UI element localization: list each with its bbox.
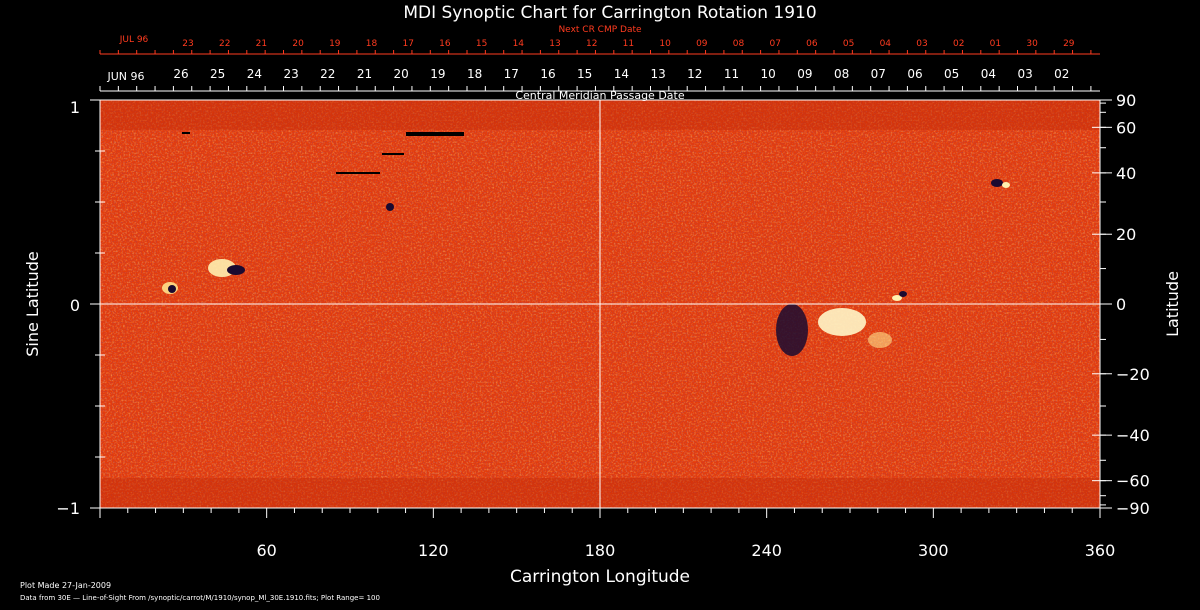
cmp-day: 22 xyxy=(320,67,335,81)
cmp-day: 02 xyxy=(1054,67,1069,81)
next-cr-day: 07 xyxy=(769,39,780,49)
cmp-day: 23 xyxy=(283,67,298,81)
cmp-day: 26 xyxy=(173,67,188,81)
cmp-day: 18 xyxy=(467,67,482,81)
next-cr-day: 12 xyxy=(586,39,597,49)
next-cr-day: 21 xyxy=(256,39,267,49)
cmp-month: JUN 96 xyxy=(106,70,144,83)
cmp-day: 05 xyxy=(944,67,959,81)
next-cr-ticks xyxy=(99,50,1092,54)
right-tick-label: 20 xyxy=(1116,225,1136,244)
next-cr-day: 03 xyxy=(916,39,927,49)
left-axis: Sine Latitude 1 0 −1 xyxy=(23,98,110,518)
next-cr-day: 08 xyxy=(733,39,745,49)
cmp-ticks xyxy=(99,86,1092,91)
active-region-2 xyxy=(776,304,892,356)
next-cr-day: 14 xyxy=(513,39,525,49)
bottom-tick-label: 60 xyxy=(256,541,276,560)
left-minor-ticks xyxy=(90,99,110,509)
cmp-day: 16 xyxy=(540,67,555,81)
right-tick-label: −40 xyxy=(1116,426,1150,445)
next-cr-day: 05 xyxy=(843,39,854,49)
next-cr-day: 06 xyxy=(806,39,818,49)
right-axis: 90 60 40 20 0 −20 −40 −60 −90 Latitude xyxy=(1092,91,1182,518)
next-cr-day: 15 xyxy=(476,39,487,49)
cmp-day: 24 xyxy=(247,67,262,81)
bottom-tick-label: 360 xyxy=(1085,541,1116,560)
cmp-day: 03 xyxy=(1017,67,1032,81)
cmp-day: 07 xyxy=(871,67,886,81)
next-cr-month: JUL 96 xyxy=(119,35,149,45)
cmp-day: 04 xyxy=(981,67,996,81)
next-cr-day: 30 xyxy=(1026,39,1038,49)
left-tick-bottom: −1 xyxy=(56,499,80,518)
bottom-ticks: 60 120 180 240 300 360 xyxy=(99,508,1116,560)
next-cr-day: 02 xyxy=(953,39,964,49)
footer-source: Data from 30E — Line-of-Sight From /syno… xyxy=(20,594,380,602)
right-tick-label: −20 xyxy=(1116,365,1150,384)
bottom-tick-label: 240 xyxy=(751,541,782,560)
footer-plot-made: Plot Made 27-Jan-2009 xyxy=(20,581,111,590)
right-tick-label: 40 xyxy=(1116,164,1136,183)
cmp-day: 21 xyxy=(357,67,372,81)
bottom-axis: 60 120 180 240 300 360 Carrington Longitude xyxy=(99,508,1116,587)
cmp-day: 17 xyxy=(504,67,519,81)
right-axis-label: Latitude xyxy=(1163,271,1182,337)
data-gap-streaks xyxy=(182,132,464,174)
bottom-tick-label: 300 xyxy=(918,541,949,560)
cmp-label: Central Meridian Passage Date xyxy=(515,89,684,102)
next-cr-day: 09 xyxy=(696,39,708,49)
cmp-day: 15 xyxy=(577,67,592,81)
bottom-tick-label: 120 xyxy=(418,541,449,560)
cmp-day: 20 xyxy=(394,67,409,81)
next-cr-scale: Next CR CMP Date JUL 96 23 22 21 20 19 18 17 16… xyxy=(99,25,1100,55)
right-tick-label: −60 xyxy=(1116,472,1150,491)
next-cr-days: 23 22 21 20 19 18 17 16 15 14 13 12 11 10 09 08 07 06 05 04… xyxy=(182,39,1075,49)
magnetogram-map xyxy=(100,100,1100,508)
right-tick-label: 0 xyxy=(1116,295,1126,314)
bottom-axis-label: Carrington Longitude xyxy=(510,567,690,587)
cmp-day: 12 xyxy=(687,67,702,81)
cmp-day: 14 xyxy=(614,67,629,81)
cmp-day: 25 xyxy=(210,67,225,81)
cmp-day: 10 xyxy=(761,67,776,81)
next-cr-day: 04 xyxy=(880,39,892,49)
left-tick-top: 1 xyxy=(70,98,80,117)
next-cr-day: 13 xyxy=(549,39,560,49)
cmp-day: 09 xyxy=(797,67,812,81)
next-cr-day: 20 xyxy=(292,39,304,49)
cmp-day: 06 xyxy=(907,67,922,81)
bottom-tick-label: 180 xyxy=(585,541,616,560)
left-axis-label: Sine Latitude xyxy=(23,251,42,357)
active-region-3 xyxy=(386,179,1010,301)
chart-title: MDI Synoptic Chart for Carrington Rotati… xyxy=(403,3,816,23)
next-cr-day: 19 xyxy=(329,39,341,49)
next-cr-day: 16 xyxy=(439,39,451,49)
next-cr-day: 01 xyxy=(990,39,1001,49)
cmp-day: 08 xyxy=(834,67,849,81)
right-tick-label: −90 xyxy=(1116,499,1150,518)
cmp-days: 26 25 24 23 22 21 20 19 18 17 16 15 14 13 12 11 10 09 08 07… xyxy=(173,67,1069,81)
next-cr-day: 22 xyxy=(219,39,230,49)
cmp-day: 19 xyxy=(430,67,445,81)
active-region-1 xyxy=(162,259,245,294)
next-cr-label: Next CR CMP Date xyxy=(558,25,642,35)
right-tick-label: 60 xyxy=(1116,118,1136,137)
next-cr-day: 18 xyxy=(366,39,378,49)
cmp-day: 11 xyxy=(724,67,739,81)
cmp-day: 13 xyxy=(650,67,665,81)
next-cr-day: 23 xyxy=(182,39,193,49)
right-tick-label: 90 xyxy=(1116,91,1136,110)
cmp-scale: JUN 96 26 25 24 23 22 21 20 19 18 17 16 15 14 13 12 11 1… xyxy=(99,67,1100,102)
left-tick-mid: 0 xyxy=(70,296,80,315)
next-cr-day: 11 xyxy=(623,39,634,49)
next-cr-day: 10 xyxy=(659,39,671,49)
right-ticks: 90 60 40 20 0 −20 −40 −60 −90 xyxy=(1092,91,1150,518)
next-cr-day: 17 xyxy=(402,39,413,49)
next-cr-day: 29 xyxy=(1063,39,1075,49)
